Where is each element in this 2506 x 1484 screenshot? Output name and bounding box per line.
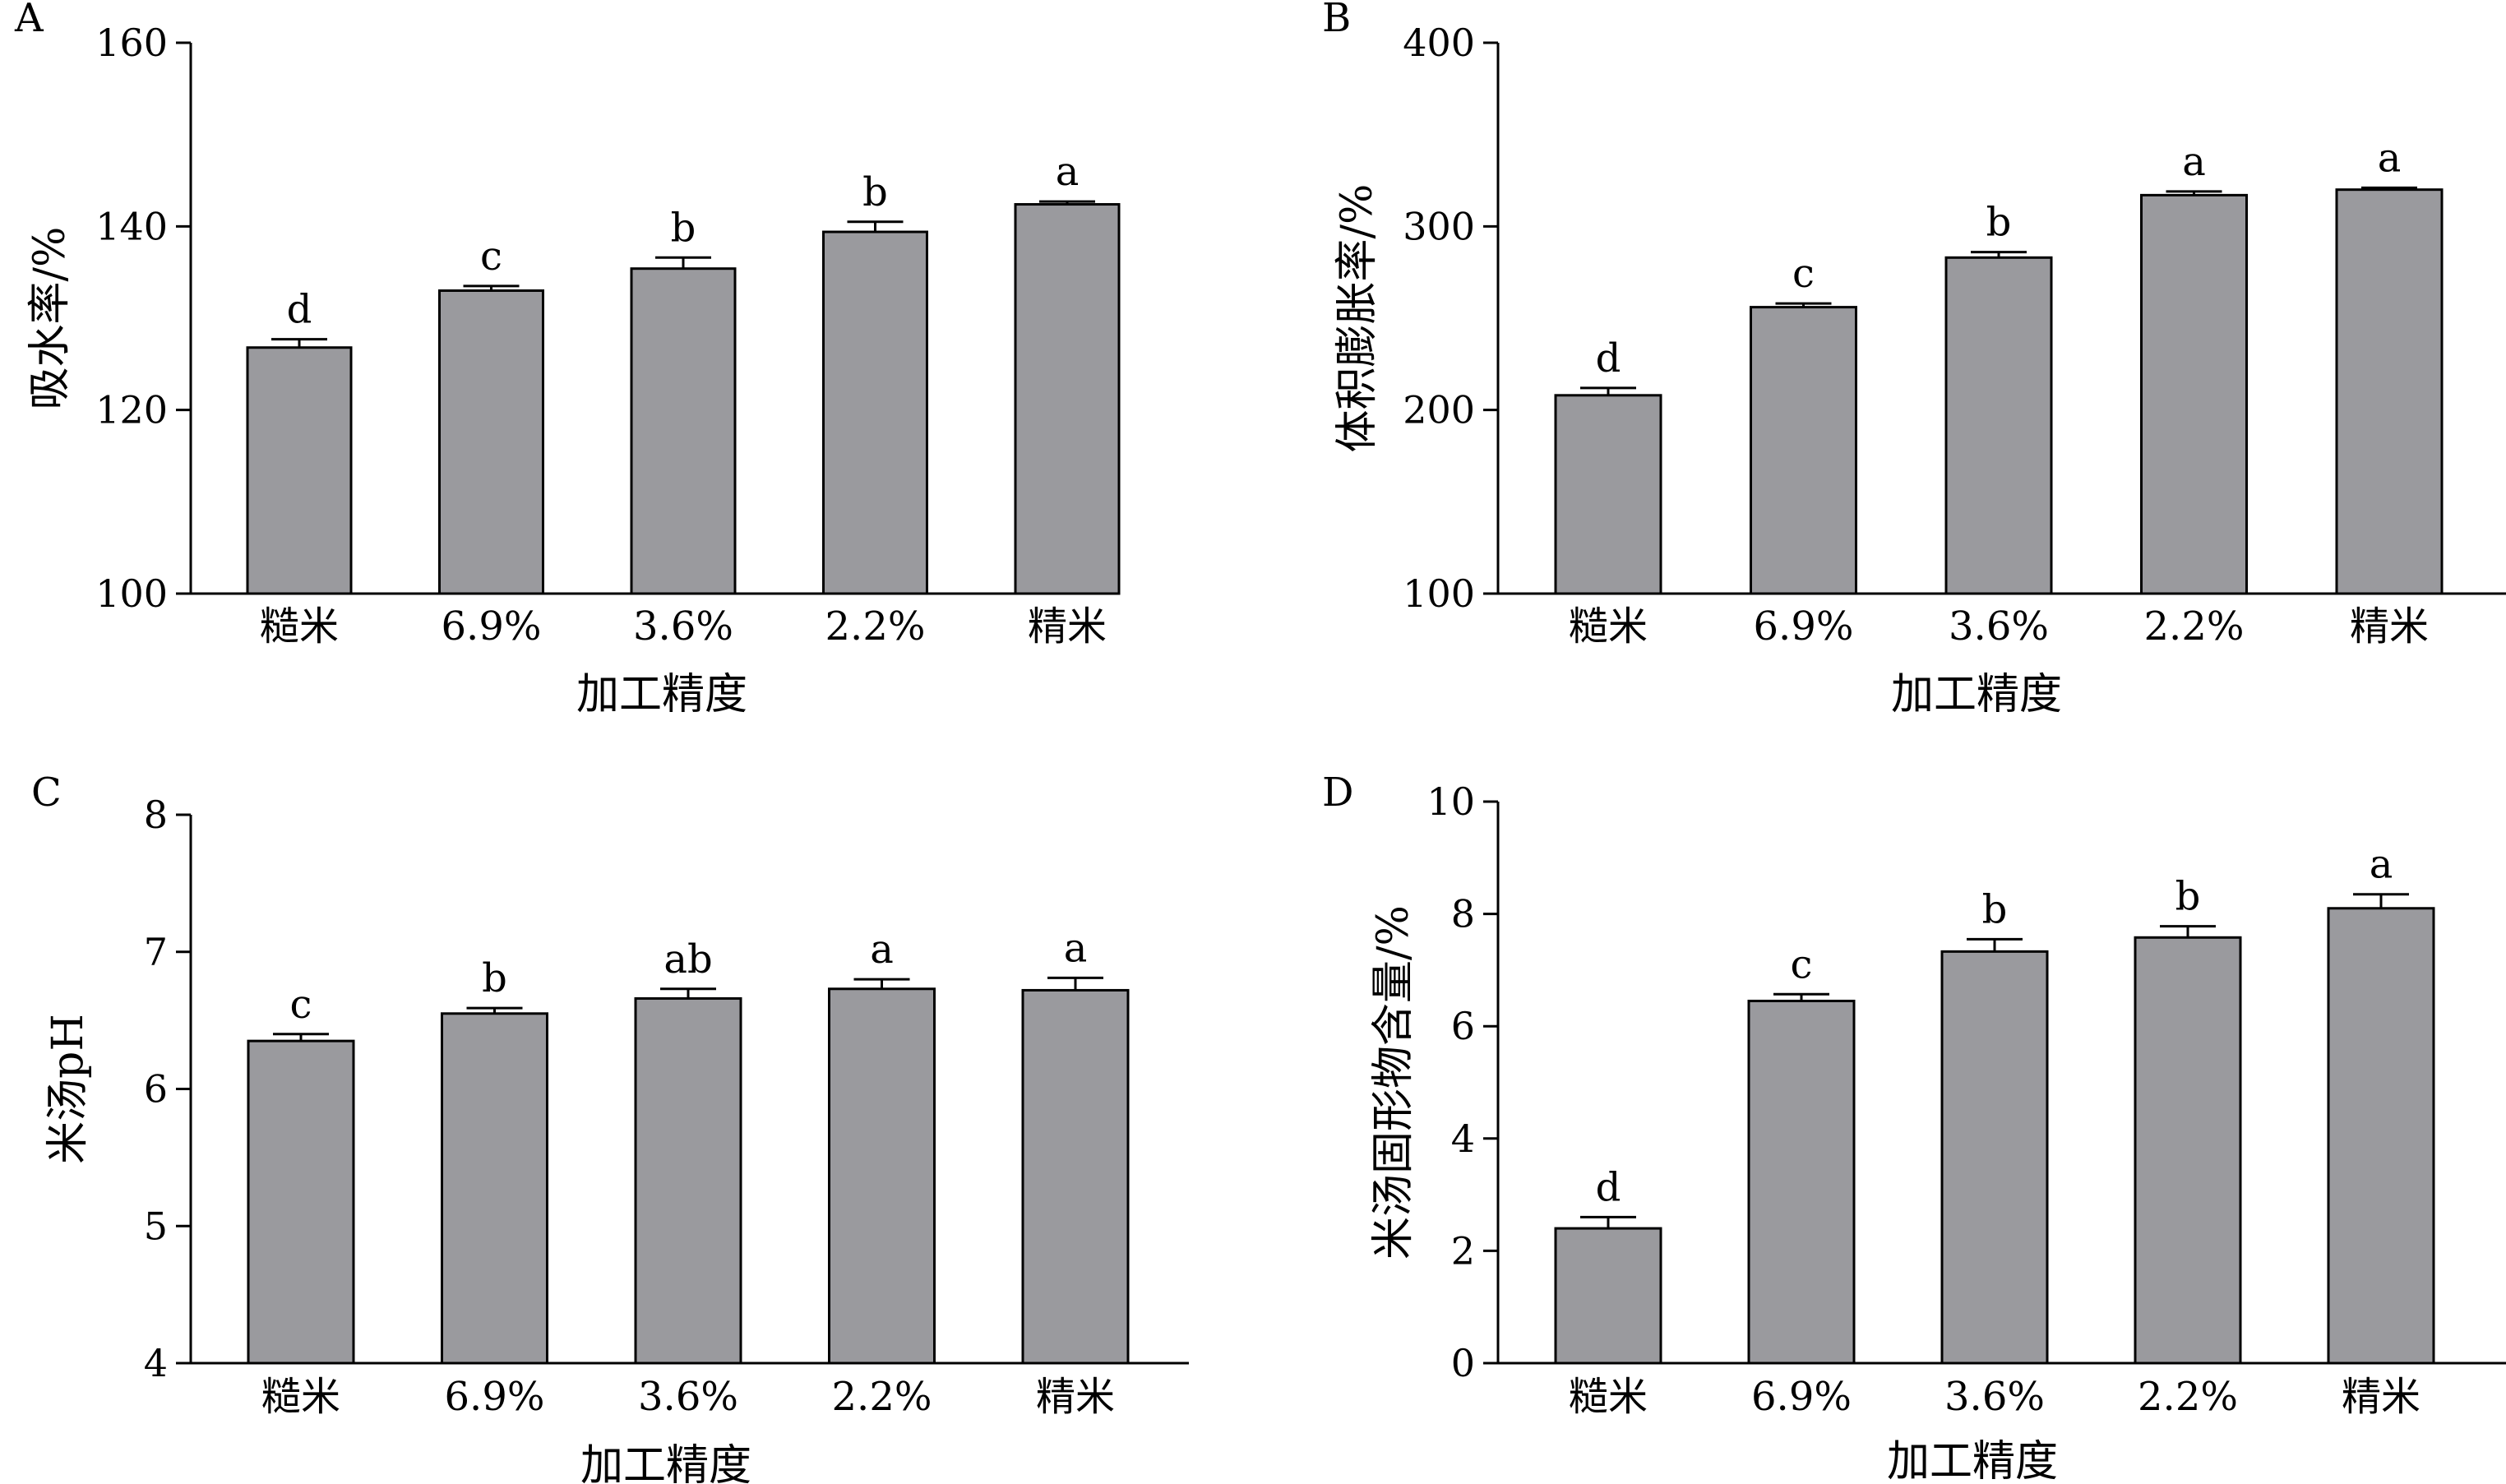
- panel-c-category-label: 3.6%: [638, 1374, 738, 1420]
- panel-d-y-axis-title: 米汤固形物含量/%: [1369, 905, 1418, 1260]
- panel-d-bar: [1554, 1227, 1662, 1365]
- panel-b-y-tick-label: 200: [1403, 388, 1475, 432]
- panel-d-letter: D: [1322, 770, 1353, 816]
- panel-a-bar: [438, 289, 544, 595]
- panel-b-bar: [2140, 193, 2248, 595]
- panel-b-category-label: 糙米: [1569, 603, 1648, 650]
- panel-b-category-label: 6.9%: [1754, 603, 1854, 650]
- panel-a-category-label: 精米: [1028, 603, 1107, 650]
- panel-c-y-tick-label: 7: [144, 930, 168, 974]
- panel-a-y-axis-title: 吸水率/%: [25, 227, 75, 410]
- panel-c-bar: [634, 996, 742, 1365]
- panel-b-category-label: 2.2%: [2144, 603, 2245, 650]
- panel-d-category-label: 3.6%: [1944, 1374, 2045, 1420]
- panel-b-category-label: 3.6%: [1949, 603, 2049, 650]
- panel-b-x-axis-title: 加工精度: [1891, 670, 2062, 719]
- panel-a-y-tick-label: 140: [95, 204, 168, 248]
- panel-c-y-tick-label: 5: [144, 1204, 168, 1248]
- panel-b-y-tick-label: 100: [1403, 571, 1475, 616]
- panel-d-bar: [1747, 999, 1856, 1365]
- panel-b-significance-label: b: [1986, 200, 2012, 246]
- panel-c-y-axis-title: 米汤pH: [44, 1014, 93, 1164]
- panel-c-significance-label: c: [290, 982, 312, 1028]
- panel-a-letter: A: [14, 0, 44, 41]
- panel-c-bar: [828, 987, 936, 1365]
- panel-c-letter: C: [31, 770, 62, 816]
- panel-c-x-axis-title: 加工精度: [580, 1441, 751, 1484]
- panel-d-y-tick-label: 6: [1451, 1004, 1475, 1048]
- panel-a-significance-label: c: [480, 233, 502, 280]
- panel-d-category-label: 6.9%: [1751, 1374, 1852, 1420]
- panel-d-significance-label: c: [1791, 941, 1813, 987]
- panel-b-significance-label: c: [1792, 251, 1815, 297]
- panel-a-significance-label: b: [671, 205, 696, 251]
- panel-a-y-tick-label: 120: [95, 388, 168, 432]
- panel-b-bar: [1554, 394, 1662, 595]
- panel-b-bar: [2335, 188, 2444, 595]
- panel-b-bar: [1944, 256, 2053, 595]
- panel-c-y-tick-label: 4: [144, 1341, 168, 1385]
- panel-d-y-tick-label: 8: [1451, 892, 1475, 936]
- panel-d-category-label: 糙米: [1569, 1374, 1648, 1420]
- panel-a-y-tick-label: 100: [95, 571, 168, 616]
- panel-d-category-label: 2.2%: [2138, 1374, 2238, 1420]
- panel-c-significance-label: b: [482, 955, 507, 1001]
- panel-a-x-axis-title: 加工精度: [576, 670, 747, 719]
- panel-d-bar: [1940, 950, 2049, 1365]
- panel-a-bar: [1014, 203, 1121, 595]
- panel-a-significance-label: d: [287, 287, 312, 333]
- panel-a-y-tick-label: 160: [95, 21, 168, 65]
- panel-c-category-label: 6.9%: [445, 1374, 545, 1420]
- panel-c-significance-label: ab: [663, 936, 712, 982]
- panel-c-significance-label: a: [870, 927, 894, 973]
- panel-a-bar: [630, 267, 737, 595]
- panel-c-category-label: 精米: [1036, 1374, 1115, 1420]
- panel-d-y-tick-label: 4: [1451, 1116, 1475, 1161]
- panel-d-bar: [2327, 907, 2435, 1365]
- panel-d-significance-label: a: [2370, 842, 2393, 888]
- panel-d-x-axis-title: 加工精度: [1887, 1437, 2058, 1484]
- panel-a-significance-label: b: [862, 169, 888, 215]
- panel-c-bar: [441, 1012, 548, 1365]
- panel-d-bar: [2134, 936, 2242, 1365]
- panel-a-category-label: 6.9%: [442, 603, 542, 650]
- panel-a-category-label: 糙米: [260, 603, 339, 650]
- panel-a-bar: [246, 346, 353, 595]
- panel-c-category-label: 2.2%: [832, 1374, 932, 1420]
- panel-b-letter: B: [1322, 0, 1351, 41]
- panel-d-y-tick-label: 0: [1451, 1341, 1475, 1385]
- panel-d-significance-label: b: [1982, 886, 2008, 932]
- panel-b-y-tick-label: 400: [1403, 21, 1475, 65]
- panel-b-y-axis-title: 体积膨胀率/%: [1333, 184, 1382, 453]
- panel-b-significance-label: a: [2378, 135, 2402, 181]
- panel-c-y-tick-label: 8: [144, 793, 168, 837]
- panel-d-y-tick-label: 2: [1451, 1228, 1475, 1273]
- panel-a-significance-label: a: [1056, 149, 1080, 195]
- panel-d-category-label: 精米: [2342, 1374, 2420, 1420]
- panel-c-y-tick-label: 6: [144, 1067, 168, 1112]
- panel-b-significance-label: d: [1596, 335, 1621, 381]
- panel-b-category-label: 精米: [2350, 603, 2429, 650]
- panel-b-bar: [1750, 306, 1857, 595]
- panel-d-significance-label: d: [1596, 1164, 1621, 1210]
- panel-b-y-tick-label: 300: [1403, 204, 1475, 248]
- panel-a-category-label: 3.6%: [633, 603, 733, 650]
- panel-c-bar: [247, 1039, 355, 1365]
- panel-a-category-label: 2.2%: [825, 603, 926, 650]
- panel-c-bar: [1021, 988, 1130, 1365]
- panel-c-significance-label: a: [1064, 925, 1088, 971]
- panel-d-y-tick-label: 10: [1426, 779, 1475, 824]
- panel-b-significance-label: a: [2182, 139, 2206, 185]
- panel-a-bar: [822, 230, 928, 595]
- panel-c-category-label: 糙米: [261, 1374, 340, 1420]
- panel-d-significance-label: b: [2175, 874, 2201, 920]
